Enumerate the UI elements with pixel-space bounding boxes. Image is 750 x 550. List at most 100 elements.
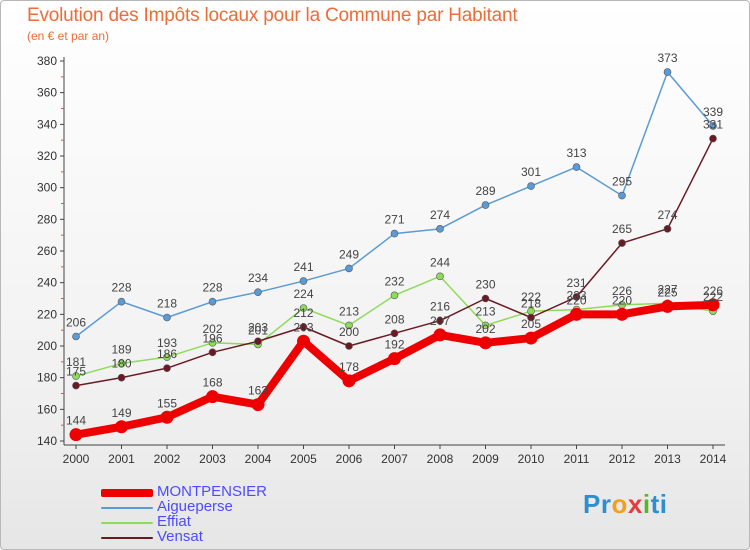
y-tick-label: 240 bbox=[37, 276, 57, 290]
data-label: 301 bbox=[521, 165, 541, 179]
data-label: 200 bbox=[339, 325, 359, 339]
data-label: 225 bbox=[657, 285, 677, 299]
data-label: 178 bbox=[339, 360, 359, 374]
data-label: 230 bbox=[475, 278, 495, 292]
data-point bbox=[345, 321, 353, 330]
x-tick-label: 2014 bbox=[700, 452, 727, 466]
data-point bbox=[117, 359, 126, 368]
data-label: 205 bbox=[521, 317, 541, 331]
data-label: 196 bbox=[202, 331, 222, 345]
data-point bbox=[345, 342, 353, 350]
data-label: 226 bbox=[703, 284, 723, 298]
y-tick-label: 340 bbox=[37, 117, 57, 131]
data-point bbox=[69, 428, 83, 442]
data-point bbox=[163, 313, 171, 322]
data-label: 203 bbox=[248, 320, 268, 334]
data-label: 175 bbox=[66, 365, 86, 379]
data-point bbox=[527, 313, 535, 322]
logo-part: ti bbox=[650, 489, 668, 519]
data-label: 289 bbox=[475, 184, 495, 198]
legend-label: Vensat bbox=[157, 528, 203, 545]
data-label: 244 bbox=[430, 255, 450, 269]
data-label: 339 bbox=[703, 105, 723, 119]
data-point bbox=[433, 328, 447, 342]
x-tick-label: 2006 bbox=[336, 452, 363, 466]
data-point bbox=[436, 316, 444, 325]
data-label: 181 bbox=[66, 355, 86, 369]
data-label: 220 bbox=[612, 293, 632, 307]
data-label: 234 bbox=[248, 271, 268, 285]
x-tick-label: 2012 bbox=[609, 452, 636, 466]
x-tick-label: 2001 bbox=[108, 452, 135, 466]
data-point bbox=[299, 304, 308, 312]
data-point bbox=[481, 294, 490, 303]
data-label: 168 bbox=[202, 376, 222, 390]
y-tick-label: 320 bbox=[37, 149, 57, 163]
data-label: 216 bbox=[430, 300, 450, 314]
data-point bbox=[706, 298, 720, 312]
data-point bbox=[115, 420, 128, 434]
data-label: 201 bbox=[248, 323, 268, 337]
logo-part: i bbox=[642, 489, 651, 519]
x-tick-label: 2004 bbox=[245, 452, 272, 466]
data-point bbox=[342, 374, 356, 388]
data-point bbox=[618, 191, 626, 200]
y-tick-label: 220 bbox=[37, 307, 57, 321]
data-label: 222 bbox=[703, 290, 723, 304]
data-label: 202 bbox=[475, 322, 495, 336]
data-label: 186 bbox=[157, 347, 177, 361]
legend-label: Aigueperse bbox=[157, 498, 233, 515]
data-point bbox=[709, 122, 717, 130]
data-point bbox=[72, 372, 80, 380]
y-tick-label: 200 bbox=[37, 339, 57, 353]
legend-label: Effiat bbox=[157, 513, 191, 530]
data-point bbox=[117, 297, 126, 306]
data-point bbox=[390, 229, 399, 238]
data-point bbox=[160, 410, 174, 424]
proxiti-logo: Proxiti bbox=[583, 489, 667, 520]
data-label: 228 bbox=[202, 281, 222, 295]
data-point bbox=[709, 134, 717, 143]
x-tick-label: 2007 bbox=[381, 452, 408, 466]
data-point bbox=[436, 272, 444, 281]
x-tick-label: 2008 bbox=[427, 452, 454, 466]
data-point bbox=[297, 334, 310, 348]
data-label: 271 bbox=[384, 213, 404, 227]
data-point bbox=[345, 264, 353, 273]
data-label: 218 bbox=[157, 297, 177, 311]
data-point bbox=[479, 336, 492, 350]
x-tick-label: 2009 bbox=[472, 452, 499, 466]
data-label: 149 bbox=[111, 406, 131, 420]
data-label: 228 bbox=[111, 281, 131, 295]
legend-swatch bbox=[101, 522, 153, 524]
data-point bbox=[570, 307, 583, 321]
data-point bbox=[661, 299, 674, 313]
logo-part: Pr bbox=[583, 489, 612, 519]
data-point bbox=[618, 239, 626, 247]
data-point bbox=[163, 364, 171, 372]
data-label: 295 bbox=[612, 175, 632, 189]
data-label: 206 bbox=[66, 316, 86, 330]
data-point bbox=[208, 339, 217, 347]
data-label: 241 bbox=[293, 260, 313, 274]
x-tick-label: 2005 bbox=[290, 452, 317, 466]
data-point bbox=[572, 163, 581, 171]
y-tick-label: 380 bbox=[37, 54, 57, 68]
data-label: 192 bbox=[384, 338, 404, 352]
data-point bbox=[524, 331, 538, 345]
data-label: 231 bbox=[566, 276, 586, 290]
data-point bbox=[72, 332, 80, 341]
x-tick-label: 2000 bbox=[63, 452, 90, 466]
data-label: 155 bbox=[157, 396, 177, 410]
data-label: 226 bbox=[612, 284, 632, 298]
data-label: 212 bbox=[293, 306, 313, 320]
data-point bbox=[436, 225, 444, 233]
legend-swatch bbox=[101, 537, 153, 539]
data-label: 207 bbox=[430, 314, 450, 328]
legend-swatch bbox=[101, 507, 153, 509]
data-label: 249 bbox=[339, 247, 359, 261]
data-label: 203 bbox=[293, 320, 313, 334]
data-label: 313 bbox=[566, 146, 586, 160]
data-label: 227 bbox=[657, 282, 677, 296]
